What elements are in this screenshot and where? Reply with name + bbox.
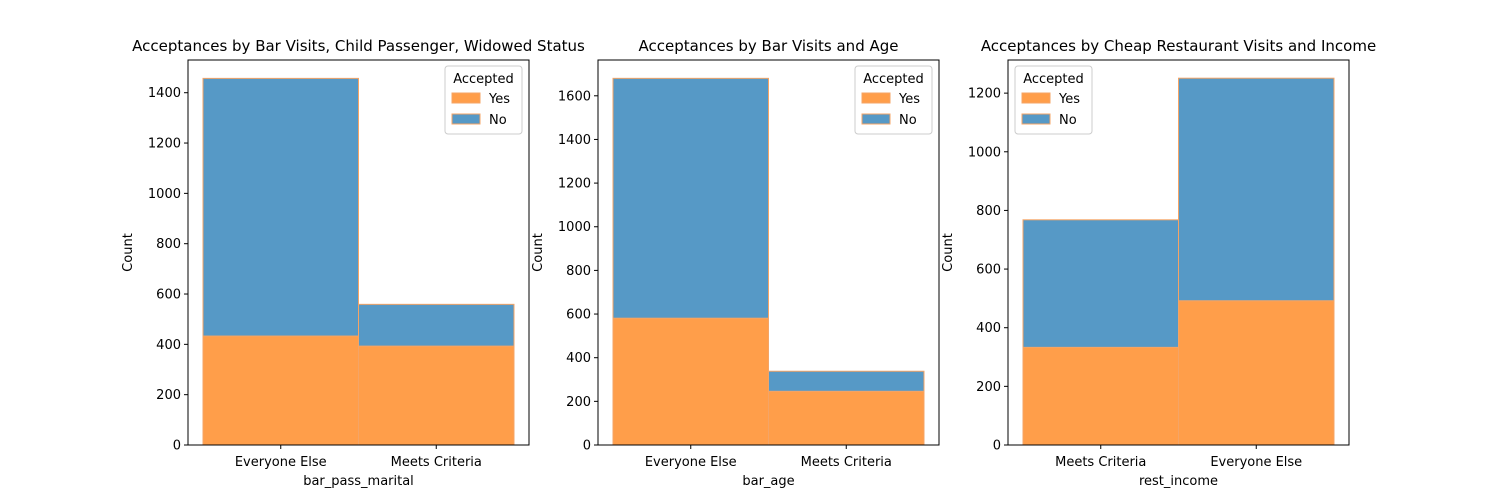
legend-swatch-yes [451,92,481,104]
legend-swatch-yes [1021,92,1051,104]
y-tick-label: 200 [156,388,181,403]
axes-frame [187,59,530,446]
chart-2: 0 200 400 600 800 1000 1200 1400 1600 Everyone El… [531,37,940,489]
axes-frame [1007,59,1350,446]
x-tick-label: Everyone Else [235,455,327,470]
legend-title: Accepted [453,72,514,87]
legend-label-no: No [899,113,917,128]
bar-no-1 [612,77,769,319]
x-tick-label: Everyone Else [645,455,737,470]
chart-title: Acceptances by Cheap Restaurant Visits a… [981,37,1376,55]
x-axis-label: rest_income [1139,474,1218,489]
y-tick-label: 1000 [558,220,591,235]
bar-yes-1 [1022,346,1179,446]
x-tick-label: Meets Criteria [801,455,892,470]
legend-title: Accepted [1023,72,1084,87]
legend: Accepted Yes No [444,65,523,135]
bar-yes-1 [612,317,769,446]
legend-swatch-no [1021,113,1051,125]
chart-title: Acceptances by Bar Visits, Child Passeng… [132,37,585,55]
legend-label-yes: Yes [488,92,510,107]
y-axis-label: Count [121,233,136,272]
y-tick-label: 800 [566,264,591,279]
legend-label-yes: Yes [898,92,920,107]
y-tick-label: 600 [156,288,181,303]
y-tick-label: 800 [156,237,181,252]
legend-swatch-yes [861,92,891,104]
bar-no-2 [768,370,925,392]
x-tick-label: Meets Criteria [1055,455,1146,470]
bar-no-1 [202,77,359,337]
y-axis-label: Count [941,233,956,272]
y-tick-label: 0 [993,439,1001,454]
bar-yes-2 [358,345,515,446]
bar-no-1 [1022,219,1179,348]
legend: Accepted Yes No [1014,65,1093,135]
y-tick-label: 400 [566,351,591,366]
chart-title: Acceptances by Bar Visits and Age [638,37,898,55]
y-tick-label: 0 [173,439,181,454]
y-tick-label: 400 [976,321,1001,336]
legend-title: Accepted [863,72,924,87]
legend-label-yes: Yes [1058,92,1080,107]
chart-1: 0 200 400 600 800 1000 1200 1400 Everyone Else Me… [121,37,585,489]
y-tick-label: 800 [976,204,1001,219]
legend-swatch-no [451,113,481,125]
bar-yes-2 [1178,300,1335,446]
bar-no-2 [358,303,515,347]
axes-frame [597,59,940,446]
legend: Accepted Yes No [854,65,933,135]
x-axis-label: bar_pass_marital [303,474,414,489]
y-tick-label: 1200 [968,87,1001,102]
y-tick-label: 1200 [148,137,181,152]
y-tick-label: 0 [583,439,591,454]
legend-swatch-no [861,113,891,125]
y-tick-label: 600 [566,308,591,323]
y-tick-label: 1600 [558,89,591,104]
x-tick-label: Meets Criteria [391,455,482,470]
legend-label-no: No [489,113,507,128]
y-tick-label: 1000 [148,187,181,202]
x-tick-label: Everyone Else [1210,455,1302,470]
chart-3: 0 200 400 600 800 1000 1200 Meets Criteria Every… [941,37,1376,489]
bar-yes-2 [768,390,925,446]
y-tick-label: 200 [566,395,591,410]
legend-label-no: No [1059,113,1077,128]
y-axis-label: Count [531,233,546,272]
y-tick-label: 1400 [558,133,591,148]
y-tick-label: 400 [156,338,181,353]
x-axis-label: bar_age [742,474,794,489]
y-tick-label: 1200 [558,177,591,192]
y-tick-label: 1000 [968,145,1001,160]
y-tick-label: 1400 [148,86,181,101]
y-tick-label: 600 [976,263,1001,278]
y-tick-label: 200 [976,380,1001,395]
bar-no-2 [1178,77,1335,302]
bar-yes-1 [202,335,359,446]
